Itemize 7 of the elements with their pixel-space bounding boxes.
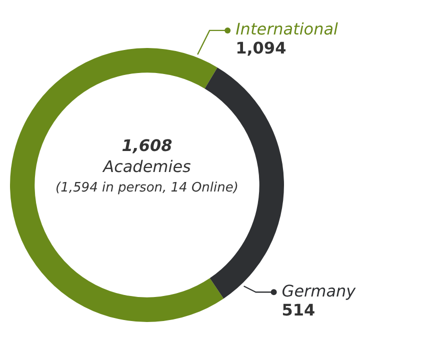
data-label: 1,094	[236, 38, 286, 58]
legend-label: International	[236, 20, 339, 39]
data-label: 514	[282, 300, 316, 320]
legend-label: Germany	[282, 281, 356, 300]
text: Academies	[102, 157, 191, 176]
text: (1,594 in person, 14 Online)	[56, 180, 238, 196]
text: 1,608	[122, 136, 172, 156]
